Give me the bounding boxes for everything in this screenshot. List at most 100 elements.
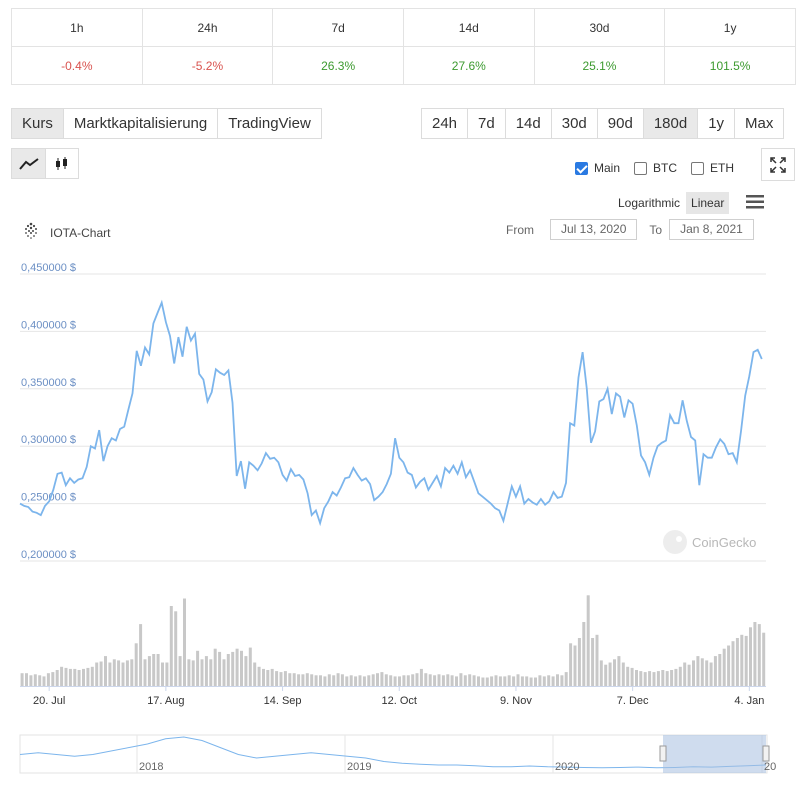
compare-main[interactable]: Main <box>575 161 620 175</box>
performance-header-row: 1h 24h 7d 14d 30d 1y <box>11 8 796 47</box>
tab-marktkapitalisierung[interactable]: Marktkapitalisierung <box>64 109 219 138</box>
volume-bar <box>244 656 248 686</box>
compare-options: Main BTC ETH <box>575 161 734 175</box>
volume-bar <box>51 672 55 686</box>
tab-tradingview[interactable]: TradingView <box>228 115 311 132</box>
volume-bar <box>626 666 630 686</box>
volume-bar <box>481 677 485 686</box>
eth-checkbox[interactable] <box>691 161 705 175</box>
volume-bar <box>332 675 336 686</box>
volume-bar <box>591 638 595 686</box>
volume-bar <box>248 647 252 686</box>
volume-bar <box>60 666 64 686</box>
volume-bar <box>525 676 529 686</box>
range-7d[interactable]: 7d <box>468 109 506 138</box>
volume-bar <box>573 645 577 686</box>
volume-bar <box>213 648 217 686</box>
from-date-input[interactable]: Jul 13, 2020 <box>550 219 638 240</box>
navigator-label-2021: 20 <box>764 761 776 773</box>
volume-bar <box>266 670 270 686</box>
line-chart-icon <box>18 157 39 170</box>
range-max[interactable]: Max <box>745 115 774 132</box>
volume-bar <box>749 627 752 686</box>
volume-bar <box>398 676 401 686</box>
volume-bar <box>692 660 695 686</box>
volume-bar <box>674 668 678 686</box>
volume-bar <box>713 656 717 686</box>
volume-bar <box>424 673 428 686</box>
volume-bar <box>490 676 494 686</box>
volume-bar <box>297 674 301 686</box>
range-180d[interactable]: 180d <box>643 109 699 138</box>
volume-bar <box>656 671 660 686</box>
volume-bar <box>678 666 682 686</box>
tab-kurs[interactable]: Kurs <box>12 109 64 138</box>
volume-bar <box>305 673 309 686</box>
volume-bar <box>86 667 90 686</box>
volume-bar <box>156 654 160 686</box>
to-date-input[interactable]: Jan 8, 2021 <box>669 219 754 240</box>
volume-bar <box>762 632 766 686</box>
volume-bar <box>20 673 24 686</box>
volume-bar <box>411 674 415 686</box>
range-1y[interactable]: 1y <box>698 109 736 138</box>
volume-bar <box>117 660 121 686</box>
compare-eth[interactable]: ETH <box>691 161 734 175</box>
range-30d[interactable]: 30d <box>552 109 598 138</box>
volume-bar <box>652 672 656 686</box>
main-checkbox[interactable] <box>575 161 588 175</box>
volume-bar <box>613 659 616 686</box>
volume-bar <box>586 595 590 686</box>
chart-type-toggle <box>11 148 79 179</box>
volume-bar <box>709 662 713 686</box>
volume-bar <box>556 674 559 686</box>
perf-header-1y: 1y <box>664 8 796 47</box>
volume-bar <box>459 673 463 686</box>
volume-bar <box>108 662 112 686</box>
volume-bar <box>503 676 507 686</box>
volume-bar <box>630 667 634 686</box>
range-24h[interactable]: 24h <box>422 109 469 138</box>
perf-value-1y: 101.5% <box>664 46 796 85</box>
volume-bar <box>485 677 489 686</box>
hamburger-menu-icon[interactable] <box>746 195 764 209</box>
navigator-right-handle[interactable] <box>762 745 770 762</box>
volume-bar <box>569 643 573 686</box>
volume-bar <box>262 668 265 686</box>
iota-logo-icon <box>25 222 37 239</box>
scale-logarithmic[interactable]: Logarithmic <box>618 196 681 210</box>
volume-bar <box>608 662 612 686</box>
volume-bar <box>542 676 546 686</box>
x-tick-label: 7. Dec <box>617 695 649 707</box>
compare-btc[interactable]: BTC <box>634 161 677 175</box>
volume-bar <box>130 659 134 686</box>
volume-bar <box>143 659 147 686</box>
navigator-selection[interactable] <box>663 735 766 773</box>
volume-bar <box>292 673 296 686</box>
volume-bar <box>235 648 239 686</box>
perf-value-1h: -0.4% <box>11 46 143 85</box>
compare-main-label: Main <box>594 161 621 175</box>
volume-bar <box>700 658 704 686</box>
volume-bar <box>95 662 99 686</box>
y-axis-ticks: 0,450000 $ 0,400000 $ 0,350000 $ 0,300000 $… <box>21 262 76 561</box>
x-axis-ticks: 20. Jul 17. Aug 14. Sep 12. Oct 9. Nov 7. Dec… <box>33 686 764 707</box>
volume-bar <box>25 673 28 686</box>
btc-checkbox[interactable] <box>634 161 648 175</box>
navigator-label-2018: 2018 <box>139 761 163 773</box>
navigator-left-handle[interactable] <box>659 745 667 762</box>
fullscreen-button[interactable] <box>761 148 795 181</box>
x-tick-label: 20. Jul <box>33 695 65 707</box>
range-90d[interactable]: 90d <box>598 109 644 138</box>
candlestick-button[interactable] <box>45 149 78 178</box>
volume-bar <box>200 659 204 686</box>
range-14d[interactable]: 14d <box>506 109 552 138</box>
volume-bar <box>279 672 283 686</box>
volume-bar <box>327 674 331 686</box>
navigator[interactable]: 2018 2019 2020 20 <box>19 734 776 774</box>
line-chart-button[interactable] <box>12 149 45 178</box>
volume-bar <box>687 664 691 686</box>
volume-bar <box>257 666 261 686</box>
scale-linear[interactable]: Linear <box>686 192 730 214</box>
